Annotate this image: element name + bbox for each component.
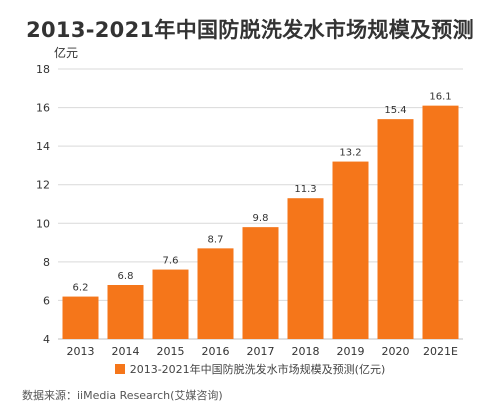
data-label-2021E: 16.1 (429, 92, 451, 103)
chart-title: 2013-2021年中国防脱洗发水市场规模及预测 (26, 18, 474, 42)
bar-2016 (197, 248, 234, 339)
data-label-2017: 9.8 (253, 213, 269, 224)
bar-2021E (422, 105, 459, 340)
y-tick-label: 8 (43, 256, 50, 269)
legend-label: 2013-2021年中国防脱洗发水市场规模及预测(亿元) (129, 363, 386, 376)
bar-2020 (377, 119, 414, 340)
data-label-2014: 6.8 (118, 271, 134, 282)
x-tick-label-2014: 2014 (112, 345, 140, 358)
y-tick-label: 4 (43, 333, 50, 346)
bar-2014 (107, 285, 144, 339)
y-tick-label: 12 (36, 179, 50, 192)
legend-swatch (114, 364, 125, 374)
y-axis-unit-label: 亿元 (54, 46, 79, 60)
x-tick-label-2013: 2013 (67, 345, 95, 358)
data-label-2019: 13.2 (339, 148, 361, 159)
y-tick-label: 18 (36, 63, 50, 76)
chart-legend: 2013-2021年中国防脱洗发水市场规模及预测(亿元) (0, 361, 500, 377)
y-tick-label: 14 (36, 140, 50, 153)
bar-2018 (287, 198, 324, 339)
data-label-2013: 6.2 (73, 283, 89, 294)
x-tick-label-2020: 2020 (382, 345, 410, 358)
x-tick-label-2021E: 2021E (423, 345, 458, 358)
bar-2017 (242, 227, 279, 339)
data-source-note: 数据来源：iiMedia Research(艾媒咨询) (22, 389, 223, 402)
bar-2015 (152, 269, 189, 339)
bar-2019 (332, 161, 369, 339)
y-tick-label: 6 (43, 294, 50, 307)
x-tick-label-2016: 2016 (202, 345, 230, 358)
x-tick-label-2019: 2019 (337, 345, 365, 358)
data-label-2015: 7.6 (163, 256, 179, 267)
x-tick-label-2018: 2018 (292, 345, 320, 358)
y-tick-label: 10 (36, 217, 50, 230)
x-tick-label-2017: 2017 (247, 345, 275, 358)
data-label-2018: 11.3 (294, 184, 316, 195)
x-tick-label-2015: 2015 (157, 345, 185, 358)
bar-2013 (62, 296, 99, 339)
y-tick-label: 16 (36, 102, 50, 115)
data-label-2016: 8.7 (208, 234, 224, 245)
data-label-2020: 15.4 (384, 105, 406, 116)
